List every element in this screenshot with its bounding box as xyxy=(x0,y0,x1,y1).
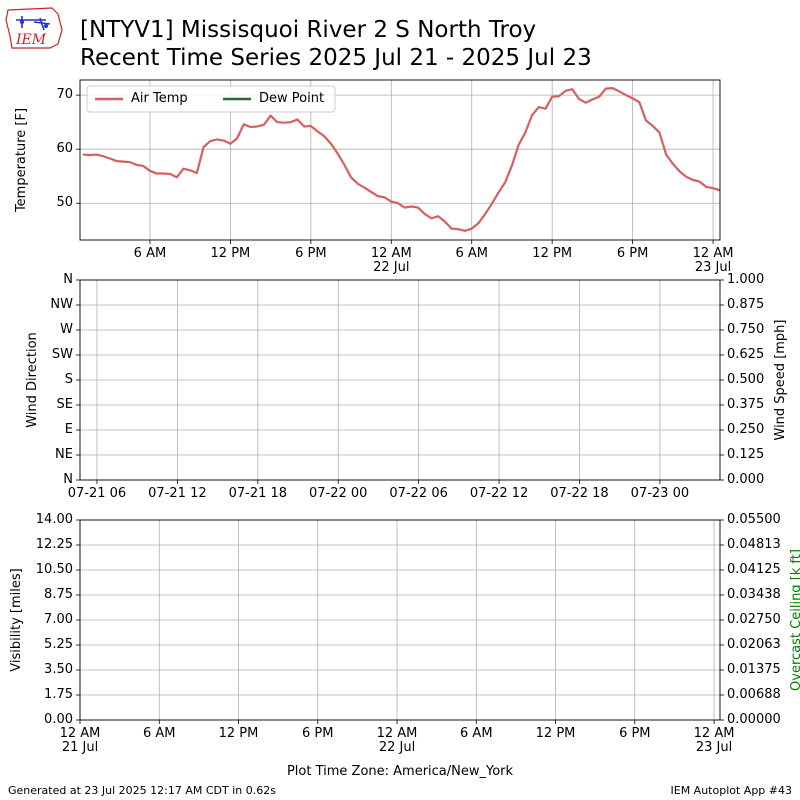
y-tick-label: S xyxy=(64,372,73,387)
x-tick-label: 6 PM xyxy=(619,726,651,741)
y2-tick-label: 0.04813 xyxy=(727,537,781,552)
y-tick-label: SW xyxy=(51,347,73,362)
x-tick-label: 07-21 06 xyxy=(67,486,127,501)
x-axis-label: Plot Time Zone: America/New_York xyxy=(286,764,514,779)
y2-tick-label: 0.03438 xyxy=(727,587,781,602)
y2-tick-label: 0.000 xyxy=(727,472,765,487)
y2-tick-label: 0.500 xyxy=(727,372,765,387)
x-tick-label: 6 AM xyxy=(455,246,488,261)
x-tick-label: 12 AM 23 Jul xyxy=(692,246,734,275)
x-tick-label: 12 AM 22 Jul xyxy=(370,246,412,275)
x-tick-label: 6 PM xyxy=(295,246,327,261)
y2-axis-label: Wind Speed [mph] xyxy=(773,319,788,441)
y-tick-label: 7.00 xyxy=(44,612,73,627)
x-tick-label: 12 PM xyxy=(210,246,251,261)
legend-label: Air Temp xyxy=(131,91,188,106)
logo-shape xyxy=(5,7,63,49)
x-tick-label: 6 AM xyxy=(142,726,176,741)
y-tick-label: N xyxy=(63,272,73,287)
x-tick-label: 12 AM 22 Jul xyxy=(376,726,418,755)
footer-left: Generated at 23 Jul 2025 12:17 AM CDT in… xyxy=(8,784,276,797)
y-tick-label: SE xyxy=(56,397,73,412)
x-tick-label: 12 AM 23 Jul xyxy=(693,726,735,755)
y2-tick-label: 1.000 xyxy=(727,272,765,287)
x-tick-label: 07-21 18 xyxy=(228,486,288,501)
x-tick-label: 6 PM xyxy=(616,246,649,261)
x-tick-label: 07-22 06 xyxy=(389,486,448,501)
y-tick-label: N xyxy=(63,472,73,487)
y2-tick-label: 0.125 xyxy=(727,447,765,462)
y-tick-label: E xyxy=(64,422,73,437)
y2-tick-label: 0.01375 xyxy=(727,662,781,677)
y-tick-label: 3.50 xyxy=(44,662,73,677)
legend-label: Dew Point xyxy=(259,91,325,106)
y2-tick-label: 0.875 xyxy=(727,297,765,312)
x-tick-label: 6 AM xyxy=(460,726,493,741)
y-axis-label: Temperature [F] xyxy=(14,107,29,213)
chart-title: [NTYV1] Missisquoi River 2 S North Troy … xyxy=(80,16,592,72)
series-line xyxy=(82,87,720,232)
y-tick-label: W xyxy=(60,322,73,337)
footer-right: IEM Autoplot App #43 xyxy=(670,784,793,797)
y-tick-label: 0.00 xyxy=(44,712,73,727)
y-tick-label: 70 xyxy=(56,87,73,103)
x-tick-label: 07-23 00 xyxy=(630,486,690,501)
y-tick-label: 5.25 xyxy=(44,637,73,652)
y-axis-label: Wind Direction xyxy=(25,332,40,428)
y-axis-label: Visibility [miles] xyxy=(9,568,24,672)
y-tick-label: NW xyxy=(50,297,73,312)
y2-tick-label: 0.750 xyxy=(727,322,765,337)
y2-tick-label: 0.00000 xyxy=(727,712,781,727)
y2-tick-label: 0.04125 xyxy=(727,562,781,577)
x-tick-label: 6 PM xyxy=(302,726,334,741)
y2-axis-label: Overcast Ceiling [k ft] xyxy=(789,549,800,691)
logo-text: IEM xyxy=(16,32,47,48)
x-tick-label: 12 PM xyxy=(218,726,259,741)
y2-tick-label: 0.02063 xyxy=(727,637,781,652)
legend-box xyxy=(86,85,336,113)
title-line: Recent Time Series 2025 Jul 21 - 2025 Ju… xyxy=(80,45,592,71)
y-tick-label: NE xyxy=(55,447,73,462)
x-tick-label: 6 AM xyxy=(133,246,167,261)
axes-frame xyxy=(79,279,721,481)
x-tick-label: 12 PM xyxy=(535,726,576,741)
y-tick-label: 1.75 xyxy=(44,687,73,702)
y2-tick-label: 0.02750 xyxy=(727,612,781,627)
y2-tick-label: 0.625 xyxy=(727,347,765,362)
y-tick-label: 12.25 xyxy=(35,537,73,552)
x-tick-label: 12 AM 21 Jul xyxy=(59,726,101,755)
x-tick-label: 07-21 12 xyxy=(148,486,207,501)
y-tick-label: 14.00 xyxy=(35,512,73,527)
x-tick-label: 07-22 00 xyxy=(308,486,368,501)
y2-tick-label: 0.05500 xyxy=(727,512,781,527)
y-tick-label: 10.50 xyxy=(35,562,73,577)
y2-tick-label: 0.250 xyxy=(727,422,765,437)
x-tick-label: 12 PM xyxy=(532,246,573,261)
y-tick-label: 60 xyxy=(56,141,73,157)
axes-frame xyxy=(79,519,721,721)
x-tick-label: 07-22 12 xyxy=(469,486,529,501)
y-tick-label: 8.75 xyxy=(44,587,73,602)
axes-frame xyxy=(79,79,721,241)
y-tick-label: 50 xyxy=(56,195,73,211)
title-line: [NTYV1] Missisquoi River 2 S North Troy xyxy=(80,17,537,43)
y2-tick-label: 0.375 xyxy=(727,397,765,412)
x-tick-label: 07-22 18 xyxy=(550,486,609,501)
y2-tick-label: 0.00688 xyxy=(727,687,781,702)
